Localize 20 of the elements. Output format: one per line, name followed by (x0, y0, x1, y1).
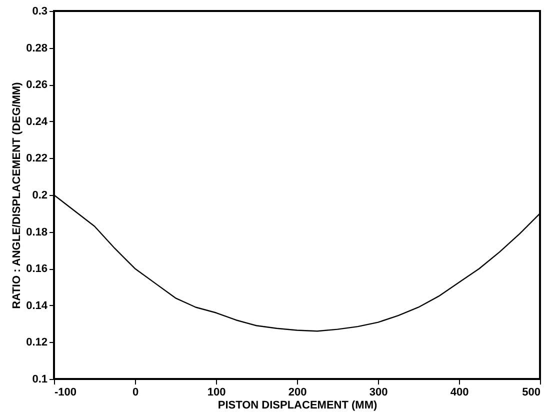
y-tick-label: 0.14 (26, 300, 48, 312)
x-tick-label: 100 (207, 386, 226, 398)
y-tick-label: 0.18 (26, 226, 48, 238)
y-tick-label: 0.24 (26, 116, 48, 128)
y-tick-label: 0.22 (26, 152, 48, 165)
x-tick-label: -100 (54, 386, 77, 398)
y-tick-label: 0.12 (26, 336, 48, 349)
y-tick-label: 0.3 (32, 6, 48, 18)
x-axis-title: PISTON DISPLACEMENT (MM) (218, 400, 378, 412)
y-tick-label: 0.16 (26, 263, 48, 276)
y-tick-label: 0.2 (32, 190, 48, 202)
y-tick-label: 0.1 (32, 374, 48, 386)
x-tick-label: 300 (369, 386, 388, 398)
x-tick-label: 0 (132, 386, 139, 398)
x-tick-label: 200 (288, 386, 307, 398)
y-tick-label: 0.26 (26, 79, 48, 92)
x-tick-label: 500 (522, 386, 540, 398)
y-tick-label: 0.28 (26, 42, 48, 54)
x-tick-label: 400 (450, 386, 469, 398)
y-axis-title: RATIO : ANGLE/DISPLACEMENT (DEG/MM) (11, 82, 24, 309)
